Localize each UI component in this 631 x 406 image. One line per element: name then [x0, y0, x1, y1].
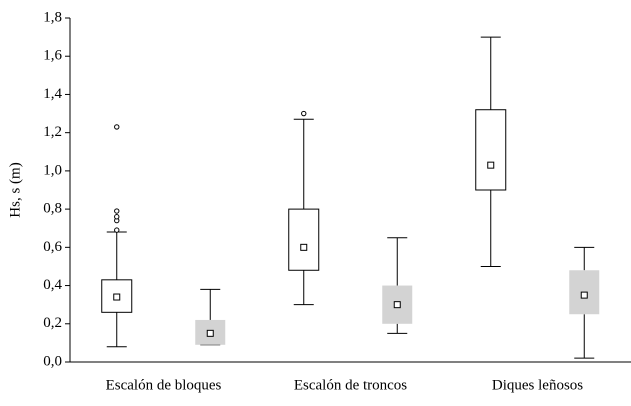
- y-tick-label: 1,2: [43, 124, 62, 140]
- box: [288, 208, 320, 271]
- y-tick-label: 0,8: [43, 201, 62, 217]
- outlier: [114, 208, 120, 214]
- median-marker: [206, 329, 214, 337]
- outlier: [114, 227, 120, 233]
- median-marker: [487, 161, 495, 169]
- y-tick-label: 0,4: [43, 277, 62, 293]
- y-tick-label: 1,8: [43, 9, 62, 25]
- outlier: [301, 110, 307, 117]
- y-tick-label: 0,6: [43, 239, 62, 255]
- median-marker: [580, 291, 588, 299]
- median-marker: [300, 243, 308, 251]
- outlier: [114, 124, 120, 130]
- x-tick-label: Escalón de troncos: [294, 377, 407, 393]
- x-tick-label: Escalón de bloques: [106, 377, 222, 393]
- y-tick-label: 1,6: [43, 48, 62, 64]
- y-tick-label: 0,2: [43, 315, 62, 331]
- y-tick-label: 0,0: [43, 353, 62, 369]
- y-tick-label: 1,4: [43, 86, 62, 102]
- x-tick-label: Diques leñosos: [492, 377, 583, 393]
- median-marker: [113, 293, 121, 301]
- y-axis-label: Hs, s (m): [7, 162, 23, 217]
- outlier: [114, 214, 120, 220]
- box: [475, 109, 507, 191]
- y-tick-label: 1,0: [43, 162, 62, 178]
- median-marker: [393, 301, 401, 309]
